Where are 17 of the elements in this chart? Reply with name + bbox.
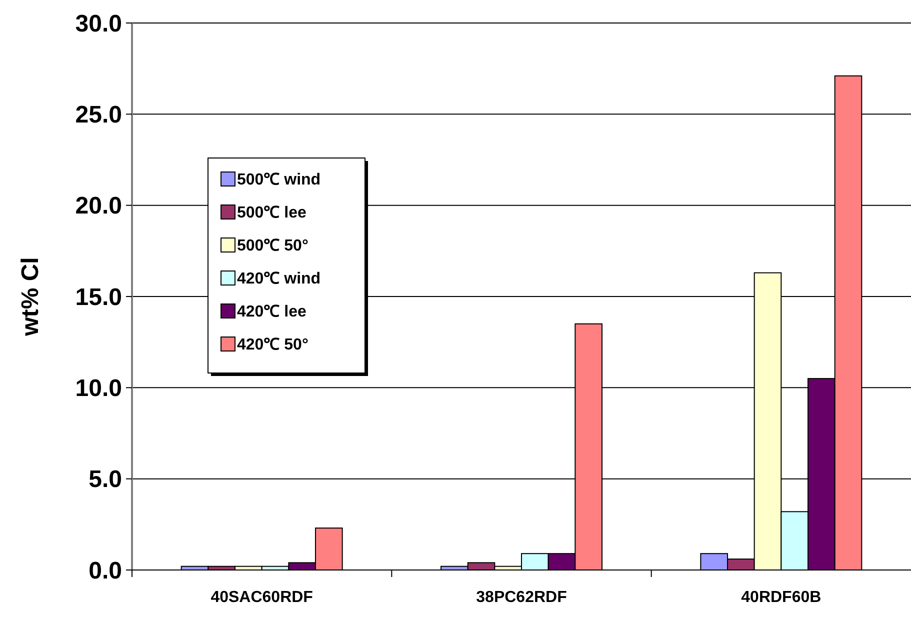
y-tick-label: 20.0 — [75, 192, 122, 220]
legend-label: 420℃ wind — [237, 270, 321, 288]
y-axis-title: wt% Cl — [17, 257, 44, 337]
y-tick-label: 30.0 — [75, 10, 122, 38]
y-tick-label: 10.0 — [75, 375, 122, 402]
y-tick-label: 25.0 — [75, 102, 122, 129]
y-tick-label: 15.0 — [75, 284, 122, 311]
legend-label: 500℃ lee — [237, 204, 306, 222]
legend-label: 420℃ 50° — [237, 336, 308, 354]
x-tick-label: 40SAC60RDF — [210, 589, 314, 606]
legend-label: 500℃ 50° — [237, 238, 308, 255]
legend-label: 500℃ wind — [237, 172, 321, 189]
y-tick-label: 5.0 — [88, 466, 122, 494]
x-tick-label: 38PC62RDF — [476, 589, 568, 606]
legend-label: 420℃ lee — [237, 304, 306, 321]
x-tick-label: 40RDF60B — [741, 589, 822, 606]
y-tick-label: 0.0 — [88, 557, 122, 584]
